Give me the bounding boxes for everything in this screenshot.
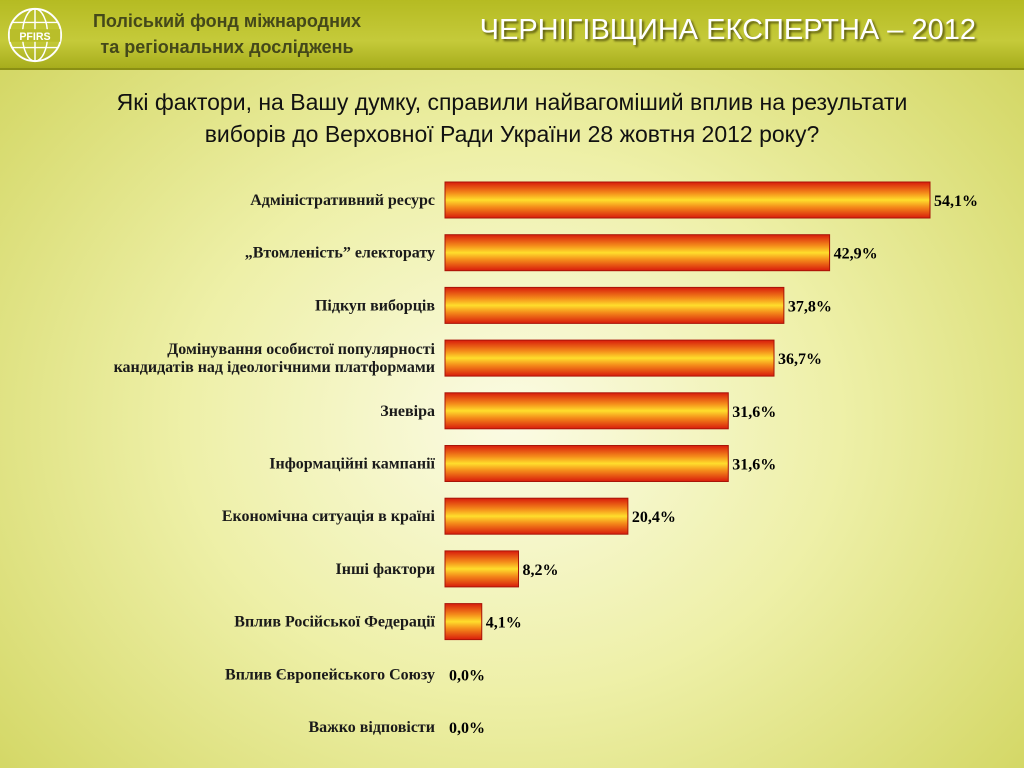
org-line-1: Поліський фонд міжнародних [92,11,362,31]
category-label: Інформаційні кампанії [269,456,435,473]
value-label: 0,0% [449,667,485,684]
bar [444,339,775,377]
category-label: Підкуп виборців [315,297,435,314]
value-label: 0,0% [449,720,485,737]
value-label: 37,8% [788,298,832,315]
value-label: 42,9% [834,246,878,263]
value-label: 4,1% [486,615,522,632]
category-label: Вплив Європейського Союзу [225,666,435,683]
bar [444,497,629,535]
category-label: „Втомленість” електорату [245,245,435,262]
globe-logo-icon: PFIRS [7,7,63,63]
value-label: 20,4% [632,509,676,526]
question-line-1: Які фактори, на Вашу думку, справили най… [116,89,908,115]
organization-name: Поліський фонд міжнародних та регіональн… [72,8,382,60]
page-title: ЧЕРНІГІВЩИНА ЕКСПЕРТНА – 2012 [479,14,976,46]
bar [444,392,729,430]
bar [444,445,729,482]
value-label: 31,6% [732,457,776,474]
bar [444,286,785,324]
category-label: Адміністративний ресурс [250,192,435,209]
org-line-2: та регіональних досліджень [100,37,354,57]
survey-question: Які фактори, на Вашу думку, справили най… [20,86,1004,150]
bar [444,603,483,641]
category-label: Важко відповісти [308,719,435,736]
value-label: 36,7% [778,351,822,368]
question-line-2: виборів до Верховної Ради України 28 жов… [204,121,820,147]
value-label: 31,6% [732,404,776,421]
category-label: Вплив Російської Федерації [234,614,435,631]
category-label: Зневіра [380,403,435,420]
bar [444,181,931,219]
logo-text: PFIRS [19,31,50,43]
bar [444,234,831,272]
value-label: 54,1% [934,193,978,210]
category-label: Економічна ситуація в країні [222,508,436,525]
value-label: 8,2% [523,562,559,579]
bar-chart: 54,1% Адміністративний ресурс 42,9% „Втомле… [114,181,978,737]
category-label: Домінування особистої популярності кандид… [114,341,436,376]
bar [444,550,520,588]
header-bar: PFIRS Поліський фонд міжнародних та регі… [0,0,1024,70]
category-label: Інші фактори [336,561,435,578]
